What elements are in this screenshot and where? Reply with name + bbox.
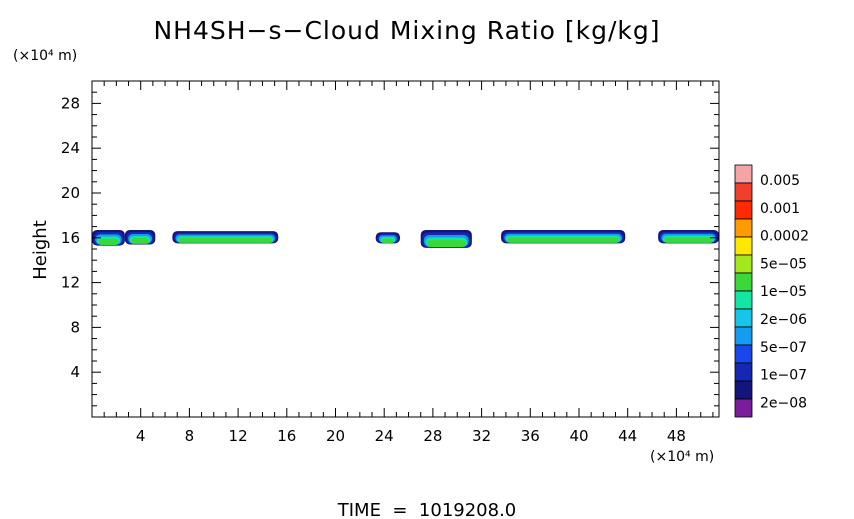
x-tick-labels: 4 8 12 16 20 24 28 32 36 40 44 48 bbox=[136, 427, 686, 445]
cloud-band bbox=[131, 238, 149, 244]
cloud-band bbox=[98, 238, 119, 245]
y-tick-label: 20 bbox=[61, 184, 80, 202]
colorbar-label: 0.001 bbox=[760, 201, 800, 217]
cloud-field bbox=[92, 229, 719, 248]
cloud-layer bbox=[420, 229, 472, 248]
colorbar-swatch bbox=[734, 326, 753, 346]
colorbar-label: 0.0002 bbox=[760, 229, 809, 245]
x-tick-label: 4 bbox=[136, 427, 146, 445]
x-axis-unit: (×10⁴ m) bbox=[650, 449, 714, 465]
cloud-band bbox=[507, 237, 619, 243]
x-tick-label: 20 bbox=[326, 427, 345, 445]
y-axis-unit: (×10⁴ m) bbox=[13, 48, 77, 64]
x-tick-label: 32 bbox=[472, 427, 491, 445]
colorbar-label: 0.005 bbox=[760, 173, 800, 189]
colorbar-swatch bbox=[734, 344, 753, 364]
plot-frame bbox=[91, 80, 720, 418]
colorbar-swatch bbox=[734, 308, 753, 328]
colorbar: 0.005 0.001 0.0002 5e−05 1e−05 2e−06 5e−07 1e−0… bbox=[734, 164, 809, 418]
colorbar-swatch bbox=[734, 380, 753, 400]
colorbar-swatch bbox=[734, 182, 753, 202]
y-tick-label: 4 bbox=[70, 363, 80, 381]
colorbar-swatch bbox=[734, 290, 753, 310]
y-tick-label: 24 bbox=[61, 139, 80, 157]
colorbar-label: 1e−05 bbox=[760, 284, 807, 300]
axis-ticks bbox=[92, 81, 719, 417]
colorbar-swatch bbox=[734, 200, 753, 220]
x-tick-label: 48 bbox=[667, 427, 686, 445]
colorbar-label: 5e−05 bbox=[760, 256, 807, 272]
y-axis-label: Height bbox=[30, 220, 51, 280]
colorbar-swatch bbox=[734, 362, 753, 382]
cloud-band bbox=[664, 237, 713, 243]
y-tick-label: 8 bbox=[70, 318, 80, 336]
x-tick-label: 24 bbox=[375, 427, 394, 445]
colorbar-swatch bbox=[734, 254, 753, 274]
colorbar-label: 2e−06 bbox=[760, 312, 807, 328]
y-tick-label: 28 bbox=[61, 94, 80, 112]
y-tick-labels: 4 8 12 16 20 24 28 bbox=[61, 94, 80, 381]
cloud-band bbox=[382, 238, 394, 243]
y-tick-label: 16 bbox=[61, 229, 80, 247]
colorbar-swatch bbox=[734, 236, 753, 256]
colorbar-swatch bbox=[734, 218, 753, 238]
colorbar-label: 2e−08 bbox=[760, 395, 807, 411]
x-tick-label: 8 bbox=[185, 427, 195, 445]
x-tick-label: 40 bbox=[569, 427, 588, 445]
cloud-layer bbox=[92, 229, 125, 246]
cloud-layer bbox=[172, 231, 279, 244]
x-tick-label: 16 bbox=[277, 427, 296, 445]
colorbar-swatch bbox=[734, 164, 753, 184]
cloud-layer bbox=[375, 232, 401, 244]
cloud-band bbox=[427, 239, 466, 247]
x-tick-label: 44 bbox=[618, 427, 637, 445]
x-tick-label: 28 bbox=[423, 427, 442, 445]
cloud-layer bbox=[124, 229, 156, 245]
cloud-layer bbox=[501, 229, 626, 244]
time-label: TIME = 1019208.0 bbox=[337, 500, 517, 519]
colorbar-swatch bbox=[734, 398, 753, 418]
colorbar-label: 1e−07 bbox=[760, 368, 807, 384]
x-tick-label: 12 bbox=[229, 427, 248, 445]
colorbar-label: 5e−07 bbox=[760, 340, 807, 356]
y-tick-label: 12 bbox=[61, 274, 80, 292]
x-tick-label: 36 bbox=[521, 427, 540, 445]
cloud-layer bbox=[658, 229, 719, 244]
chart-title: NH4SH−s−Cloud Mixing Ratio [kg/kg] bbox=[153, 16, 660, 45]
cloud-band bbox=[178, 237, 272, 243]
colorbar-swatch bbox=[734, 272, 753, 292]
